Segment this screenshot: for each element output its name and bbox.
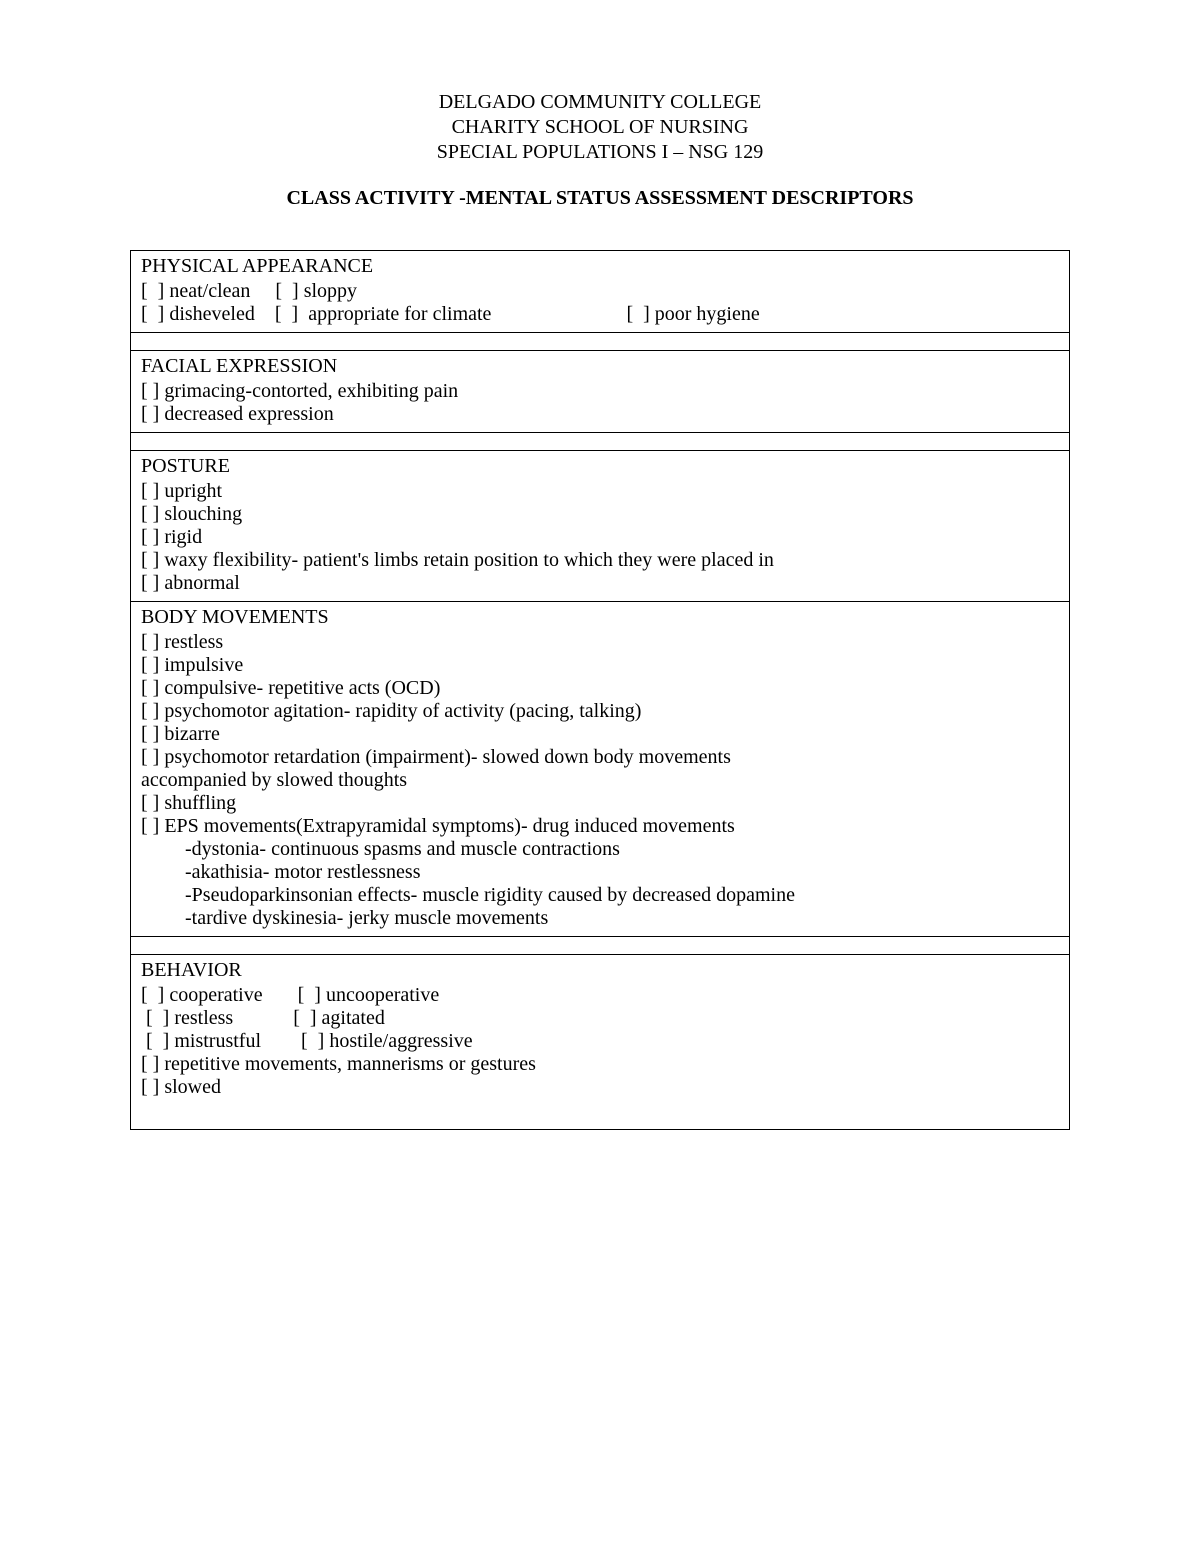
option-row: [ ] bizarre <box>141 723 1059 746</box>
option-row: [ ] EPS movements(Extrapyramidal symptom… <box>141 815 1059 838</box>
option-row: [ ] waxy flexibility- patient's limbs re… <box>141 549 1059 572</box>
option-label: compulsive- repetitive acts (OCD) <box>164 677 440 699</box>
option-row: [ ] neat/clean [ ] sloppy <box>141 280 1059 303</box>
option-row: [ ] disheveled [ ] appropriate for clima… <box>141 303 1059 326</box>
option-row: [ ] repetitive movements, mannerisms or … <box>141 1053 1059 1076</box>
document-subtitle: CLASS ACTIVITY -MENTAL STATUS ASSESSMENT… <box>130 187 1070 210</box>
checkbox[interactable]: [ ] <box>141 280 164 302</box>
section-behavior: BEHAVIOR [ ] cooperative [ ] uncooperati… <box>131 955 1070 1130</box>
checkbox[interactable]: [ ] <box>141 526 159 548</box>
checkbox[interactable]: [ ] <box>141 549 159 571</box>
option-label: waxy flexibility- patient's limbs retain… <box>164 549 774 571</box>
option-label: decreased expression <box>164 403 333 425</box>
option-row: [ ] psychomotor retardation (impairment)… <box>141 746 1059 769</box>
checkbox[interactable]: [ ] <box>141 984 164 1006</box>
header-line-2: CHARITY SCHOOL OF NURSING <box>130 115 1070 140</box>
checkbox[interactable]: [ ] <box>146 1030 169 1052</box>
option-row: [ ] impulsive <box>141 654 1059 677</box>
option-label: neat/clean <box>169 280 250 302</box>
checkbox[interactable]: [ ] <box>141 723 159 745</box>
option-row: [ ] slowed <box>141 1076 1059 1099</box>
option-label: cooperative <box>169 984 262 1006</box>
section-facial: FACIAL EXPRESSION [ ] grimacing-contorte… <box>131 351 1070 433</box>
option-label: agitated <box>322 1007 385 1029</box>
option-row: [ ] cooperative [ ] uncooperative <box>141 984 1059 1007</box>
sub-item: -tardive dyskinesia- jerky muscle moveme… <box>141 907 1059 930</box>
checkbox[interactable]: [ ] <box>626 303 649 325</box>
section-physical: PHYSICAL APPEARANCE [ ] neat/clean [ ] s… <box>131 251 1070 333</box>
option-label: shuffling <box>164 792 236 814</box>
checkbox[interactable]: [ ] <box>141 1053 159 1075</box>
sub-item: -dystonia- continuous spasms and muscle … <box>141 838 1059 861</box>
option-row: [ ] decreased expression <box>141 403 1059 426</box>
checkbox[interactable]: [ ] <box>141 700 159 722</box>
checkbox[interactable]: [ ] <box>298 984 321 1006</box>
section-title: PHYSICAL APPEARANCE <box>141 255 1059 278</box>
document-header: DELGADO COMMUNITY COLLEGE CHARITY SCHOOL… <box>130 90 1070 165</box>
checkbox[interactable]: [ ] <box>141 631 159 653</box>
checkbox[interactable]: [ ] <box>141 677 159 699</box>
option-label: rigid <box>164 526 202 548</box>
header-line-1: DELGADO COMMUNITY COLLEGE <box>130 90 1070 115</box>
checkbox[interactable]: [ ] <box>141 746 159 768</box>
option-label: abnormal <box>164 572 240 594</box>
option-label: appropriate for climate <box>308 303 491 325</box>
sub-item: -akathisia- motor restlessness <box>141 861 1059 884</box>
checkbox[interactable]: [ ] <box>275 303 298 325</box>
checkbox[interactable]: [ ] <box>301 1030 324 1052</box>
checkbox[interactable]: [ ] <box>275 280 298 302</box>
option-row: [ ] restless <box>141 631 1059 654</box>
checkbox[interactable]: [ ] <box>141 403 159 425</box>
checkbox[interactable]: [ ] <box>141 792 159 814</box>
checkbox[interactable]: [ ] <box>141 480 159 502</box>
option-row: [ ] rigid <box>141 526 1059 549</box>
option-label: sloppy <box>304 280 357 302</box>
option-row: [ ] compulsive- repetitive acts (OCD) <box>141 677 1059 700</box>
header-line-3: SPECIAL POPULATIONS I – NSG 129 <box>130 140 1070 165</box>
option-label: impulsive <box>164 654 243 676</box>
option-continuation: accompanied by slowed thoughts <box>141 769 1059 792</box>
section-title: FACIAL EXPRESSION <box>141 355 1059 378</box>
option-row: [ ] psychomotor agitation- rapidity of a… <box>141 700 1059 723</box>
checkbox[interactable]: [ ] <box>293 1007 316 1029</box>
checkbox[interactable]: [ ] <box>141 572 159 594</box>
option-label: bizarre <box>164 723 220 745</box>
checkbox[interactable]: [ ] <box>141 654 159 676</box>
option-label: psychomotor retardation (impairment)- sl… <box>164 746 731 768</box>
option-label: grimacing-contorted, exhibiting pain <box>164 380 458 402</box>
option-label: uncooperative <box>326 984 439 1006</box>
section-body: BODY MOVEMENTS [ ] restless [ ] impulsiv… <box>131 602 1070 937</box>
option-row: [ ] upright <box>141 480 1059 503</box>
section-posture: POSTURE [ ] upright [ ] slouching [ ] ri… <box>131 451 1070 602</box>
option-label: upright <box>164 480 222 502</box>
option-label: hostile/aggressive <box>329 1030 472 1052</box>
option-row: [ ] slouching <box>141 503 1059 526</box>
option-label: mistrustful <box>174 1030 261 1052</box>
section-title: POSTURE <box>141 455 1059 478</box>
option-label: slouching <box>164 503 242 525</box>
checkbox[interactable]: [ ] <box>141 503 159 525</box>
option-label: psychomotor agitation- rapidity of activ… <box>164 700 641 722</box>
option-label: poor hygiene <box>655 303 760 325</box>
option-label: restless <box>164 631 223 653</box>
assessment-table: PHYSICAL APPEARANCE [ ] neat/clean [ ] s… <box>130 250 1070 1130</box>
option-row: [ ] restless [ ] agitated <box>141 1007 1059 1030</box>
option-label: EPS movements(Extrapyramidal symptoms)- … <box>164 815 734 837</box>
option-row: [ ] mistrustful [ ] hostile/aggressive <box>141 1030 1059 1053</box>
option-row: [ ] shuffling <box>141 792 1059 815</box>
section-title: BODY MOVEMENTS <box>141 606 1059 629</box>
checkbox[interactable]: [ ] <box>141 380 159 402</box>
checkbox[interactable]: [ ] <box>141 303 164 325</box>
option-row: [ ] grimacing-contorted, exhibiting pain <box>141 380 1059 403</box>
option-row: [ ] abnormal <box>141 572 1059 595</box>
checkbox[interactable]: [ ] <box>141 1076 159 1098</box>
option-label: slowed <box>164 1076 221 1098</box>
option-label: restless <box>174 1007 233 1029</box>
section-title: BEHAVIOR <box>141 959 1059 982</box>
option-label: repetitive movements, mannerisms or gest… <box>164 1053 536 1075</box>
option-label: disheveled <box>169 303 255 325</box>
sub-item: -Pseudoparkinsonian effects- muscle rigi… <box>141 884 1059 907</box>
checkbox[interactable]: [ ] <box>146 1007 169 1029</box>
checkbox[interactable]: [ ] <box>141 815 159 837</box>
